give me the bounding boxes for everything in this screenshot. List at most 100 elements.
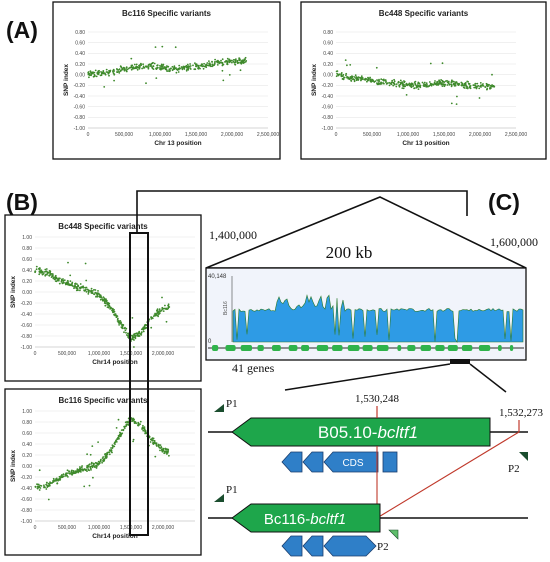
data-point <box>490 85 493 88</box>
data-point <box>125 331 127 334</box>
data-point <box>151 67 154 70</box>
data-point <box>402 87 405 90</box>
gene-count-label: 41 genes <box>232 361 275 375</box>
data-point <box>116 68 119 71</box>
y-tick-label: 0.20 <box>22 453 32 459</box>
y-tick-label: 0.40 <box>323 51 333 57</box>
locus-marker <box>450 359 470 364</box>
data-point <box>38 469 41 472</box>
data-point <box>226 63 229 66</box>
data-point <box>473 86 476 89</box>
data-point <box>57 279 60 282</box>
coverage-profile <box>232 294 524 344</box>
data-point <box>82 469 84 472</box>
data-point <box>129 66 131 69</box>
data-point <box>164 68 167 70</box>
gene-feature <box>447 345 458 351</box>
panel-label-c: (C) <box>488 189 520 215</box>
data-point <box>150 316 152 318</box>
data-point <box>132 440 135 443</box>
coord-right-gene: 1,532,273 <box>499 407 544 419</box>
data-point <box>127 332 129 335</box>
data-point <box>443 85 446 88</box>
data-point <box>152 437 155 440</box>
data-point <box>167 303 170 306</box>
data-point <box>119 69 122 72</box>
data-point <box>97 441 99 443</box>
data-point <box>417 84 420 87</box>
data-point <box>405 94 408 96</box>
y-tick-label: 0.60 <box>22 431 32 437</box>
data-point <box>77 284 80 287</box>
data-point <box>441 81 444 83</box>
data-point <box>469 87 472 90</box>
data-point <box>161 45 164 48</box>
chart-frame <box>4 388 202 556</box>
data-point <box>133 63 136 66</box>
data-point <box>121 324 124 326</box>
y-tick-label: -0.20 <box>21 301 33 307</box>
data-point <box>88 463 91 466</box>
data-point <box>67 476 69 478</box>
data-point <box>142 65 145 68</box>
data-point <box>115 427 118 429</box>
data-point <box>90 287 93 290</box>
data-point <box>104 453 106 456</box>
data-point <box>360 75 363 78</box>
bc116-exon-1 <box>281 535 303 557</box>
data-point <box>174 46 177 49</box>
data-point <box>139 420 142 423</box>
primer-p1-bottom-label: P1 <box>226 484 238 496</box>
panel-c: 1,400,000 1,600,000 200 kb 40,148 0 Bc11… <box>205 196 544 557</box>
data-point <box>412 84 415 87</box>
data-point <box>93 71 96 74</box>
data-point <box>440 79 442 81</box>
primer-p2-bottom <box>388 529 399 540</box>
x-tick-label: 1,000,000 <box>88 351 110 357</box>
data-point <box>482 83 484 85</box>
data-point <box>96 295 99 298</box>
data-point <box>436 83 439 85</box>
data-point <box>454 84 457 87</box>
data-point <box>69 280 72 282</box>
data-point <box>80 471 82 473</box>
y-tick-label: -0.40 <box>74 94 86 100</box>
data-point <box>434 83 437 86</box>
data-point <box>419 84 422 87</box>
data-point <box>144 430 147 432</box>
data-point <box>108 71 110 74</box>
data-point <box>477 85 480 87</box>
data-point <box>345 72 348 75</box>
data-point <box>474 82 477 85</box>
data-point <box>205 66 208 69</box>
y-tick-label: -0.80 <box>74 115 86 121</box>
data-point <box>100 296 103 299</box>
data-point <box>353 79 356 81</box>
data-point <box>60 279 63 282</box>
data-point <box>220 61 223 64</box>
data-point <box>138 64 140 67</box>
chart-b2-bc116-chr14: Bc116 Specific variants 1.00 0.80 0.60 0.40 0… <box>4 388 202 556</box>
data-point <box>162 63 165 66</box>
data-point <box>104 73 107 76</box>
data-point <box>234 63 236 66</box>
data-point <box>131 66 133 69</box>
data-point <box>440 82 443 84</box>
b0510-gene-label: B05.10-bcltf1 <box>318 423 418 442</box>
x-tick-label: 2,000,000 <box>152 525 174 531</box>
data-point <box>217 61 219 63</box>
data-point <box>44 274 47 277</box>
data-point <box>216 64 219 66</box>
data-point <box>354 74 357 77</box>
data-point <box>106 302 109 305</box>
data-point <box>93 288 95 291</box>
x-tick-label: 500,000 <box>363 132 381 138</box>
data-point <box>404 85 407 88</box>
gene-feature <box>316 345 329 351</box>
data-point <box>85 288 87 291</box>
data-point <box>38 268 41 271</box>
data-point <box>74 284 76 287</box>
data-point <box>132 66 135 69</box>
data-point <box>88 76 90 79</box>
data-point <box>188 65 191 68</box>
